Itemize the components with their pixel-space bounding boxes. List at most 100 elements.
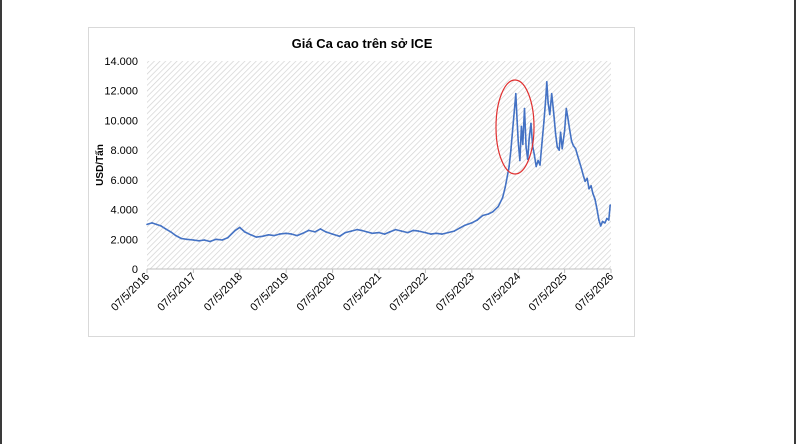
data-point bbox=[412, 229, 415, 232]
data-point bbox=[215, 238, 217, 241]
x-tick-label: 07/5/2016 bbox=[109, 271, 152, 314]
y-tick-label: 2.000 bbox=[110, 234, 138, 246]
data-point bbox=[599, 225, 602, 227]
data-point bbox=[185, 238, 188, 241]
data-point bbox=[164, 228, 167, 230]
data-point bbox=[504, 186, 507, 189]
data-point bbox=[285, 232, 287, 235]
data-point bbox=[559, 131, 562, 134]
y-tick-label: 0 bbox=[132, 264, 138, 276]
data-point bbox=[151, 222, 153, 224]
data-point bbox=[302, 232, 304, 235]
data-point bbox=[520, 125, 523, 128]
data-point bbox=[533, 153, 536, 156]
data-point bbox=[567, 116, 569, 119]
data-point bbox=[541, 141, 543, 144]
data-point bbox=[588, 188, 590, 190]
data-point bbox=[160, 225, 162, 227]
data-point bbox=[576, 153, 579, 156]
data-point bbox=[565, 107, 568, 110]
data-point bbox=[550, 92, 553, 95]
data-point bbox=[594, 198, 596, 200]
data-point bbox=[601, 220, 604, 223]
data-point bbox=[519, 159, 521, 162]
data-point bbox=[487, 213, 490, 215]
data-point bbox=[572, 144, 575, 147]
data-point bbox=[175, 234, 177, 237]
data-point bbox=[209, 240, 211, 243]
data-point bbox=[535, 165, 537, 168]
data-point bbox=[568, 128, 571, 131]
x-tick-label: 07/5/2021 bbox=[341, 271, 384, 314]
x-tick-label: 07/5/2017 bbox=[155, 271, 198, 314]
data-point bbox=[238, 226, 241, 229]
data-point bbox=[464, 224, 466, 226]
plot-area bbox=[147, 61, 611, 269]
highlight-ellipse bbox=[495, 79, 535, 175]
data-point bbox=[546, 81, 548, 83]
data-point bbox=[198, 240, 200, 242]
data-point bbox=[314, 231, 316, 233]
y-tick-label: 14.000 bbox=[104, 56, 138, 68]
x-tick-label: 07/5/2019 bbox=[248, 271, 291, 314]
data-point bbox=[344, 231, 347, 234]
x-tick-label: 07/5/2024 bbox=[480, 271, 523, 314]
data-point bbox=[552, 112, 555, 114]
data-point bbox=[417, 230, 420, 232]
page-edge-right bbox=[794, 0, 796, 444]
data-point bbox=[378, 231, 380, 234]
data-point bbox=[547, 101, 549, 104]
data-point bbox=[501, 196, 504, 199]
data-point bbox=[360, 229, 363, 232]
data-point bbox=[319, 228, 322, 230]
data-point bbox=[510, 149, 512, 151]
data-point bbox=[522, 143, 524, 145]
data-point bbox=[545, 97, 547, 99]
y-tick-label: 8.000 bbox=[110, 145, 138, 157]
data-point bbox=[430, 233, 432, 235]
data-point bbox=[338, 235, 341, 238]
data-point bbox=[590, 185, 592, 187]
data-point bbox=[203, 239, 206, 241]
data-point bbox=[261, 235, 264, 238]
data-point bbox=[356, 228, 358, 231]
data-point bbox=[549, 113, 551, 116]
data-point bbox=[523, 107, 526, 110]
data-point bbox=[447, 231, 449, 234]
data-point bbox=[424, 231, 427, 234]
data-point bbox=[514, 104, 516, 107]
data-point bbox=[537, 159, 539, 162]
data-point bbox=[604, 222, 606, 224]
data-point bbox=[586, 177, 588, 180]
data-point bbox=[512, 127, 514, 129]
data-point bbox=[481, 214, 484, 217]
data-point bbox=[441, 233, 443, 235]
x-tick-label: 07/5/2018 bbox=[202, 271, 245, 314]
data-point bbox=[515, 92, 517, 95]
price-line bbox=[146, 81, 611, 243]
data-point bbox=[470, 222, 473, 224]
data-point bbox=[249, 234, 252, 236]
page-edge-left bbox=[0, 0, 2, 444]
data-point bbox=[278, 233, 281, 235]
data-point bbox=[476, 219, 479, 221]
data-point bbox=[331, 233, 334, 235]
data-point bbox=[435, 232, 438, 235]
y-tick-label: 4.000 bbox=[110, 205, 138, 217]
data-point bbox=[366, 231, 368, 233]
data-point bbox=[543, 121, 545, 123]
data-point bbox=[226, 237, 229, 239]
data-point bbox=[525, 146, 527, 148]
data-point bbox=[146, 223, 148, 226]
data-point bbox=[596, 207, 598, 209]
data-point bbox=[296, 234, 298, 237]
data-point bbox=[528, 137, 530, 140]
data-point bbox=[221, 239, 223, 241]
data-point bbox=[592, 192, 594, 194]
data-point bbox=[598, 219, 600, 221]
data-point bbox=[574, 147, 577, 150]
data-point bbox=[383, 233, 386, 235]
y-tick-label: 10.000 bbox=[104, 115, 138, 127]
data-point bbox=[558, 149, 560, 151]
